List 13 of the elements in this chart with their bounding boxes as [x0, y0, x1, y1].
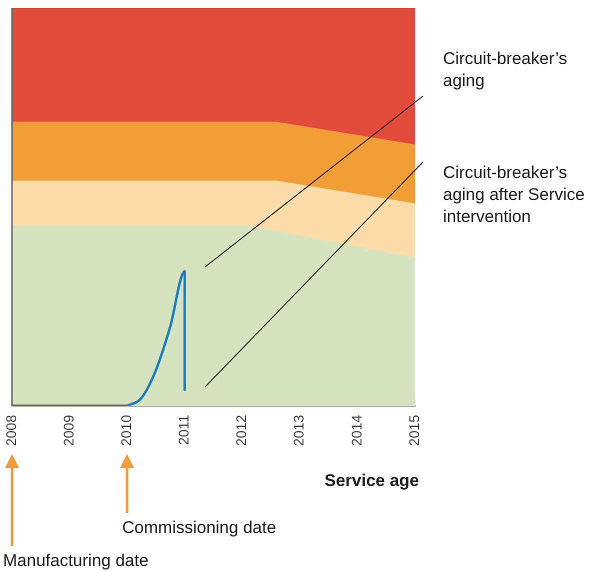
x-tick-label: 2014	[348, 414, 364, 446]
x-tick-label: 2015	[406, 414, 422, 446]
text: Circuit-breaker’s aging	[443, 49, 568, 90]
x-tick-label: 2010	[118, 414, 134, 446]
x-tick-label: 2009	[60, 414, 76, 446]
text: Manufacturing date	[3, 550, 149, 570]
x-axis-title: Service age	[324, 470, 419, 490]
x-tick-label: 2012	[233, 414, 250, 446]
x-tick-label: 2011	[176, 414, 192, 445]
text: Commissioning date	[122, 518, 276, 537]
x-tick-label: 2013	[290, 414, 307, 446]
text: Circuit-breaker’s aging after Service intervention	[443, 163, 585, 226]
x-tick-label: 2008	[2, 414, 19, 446]
